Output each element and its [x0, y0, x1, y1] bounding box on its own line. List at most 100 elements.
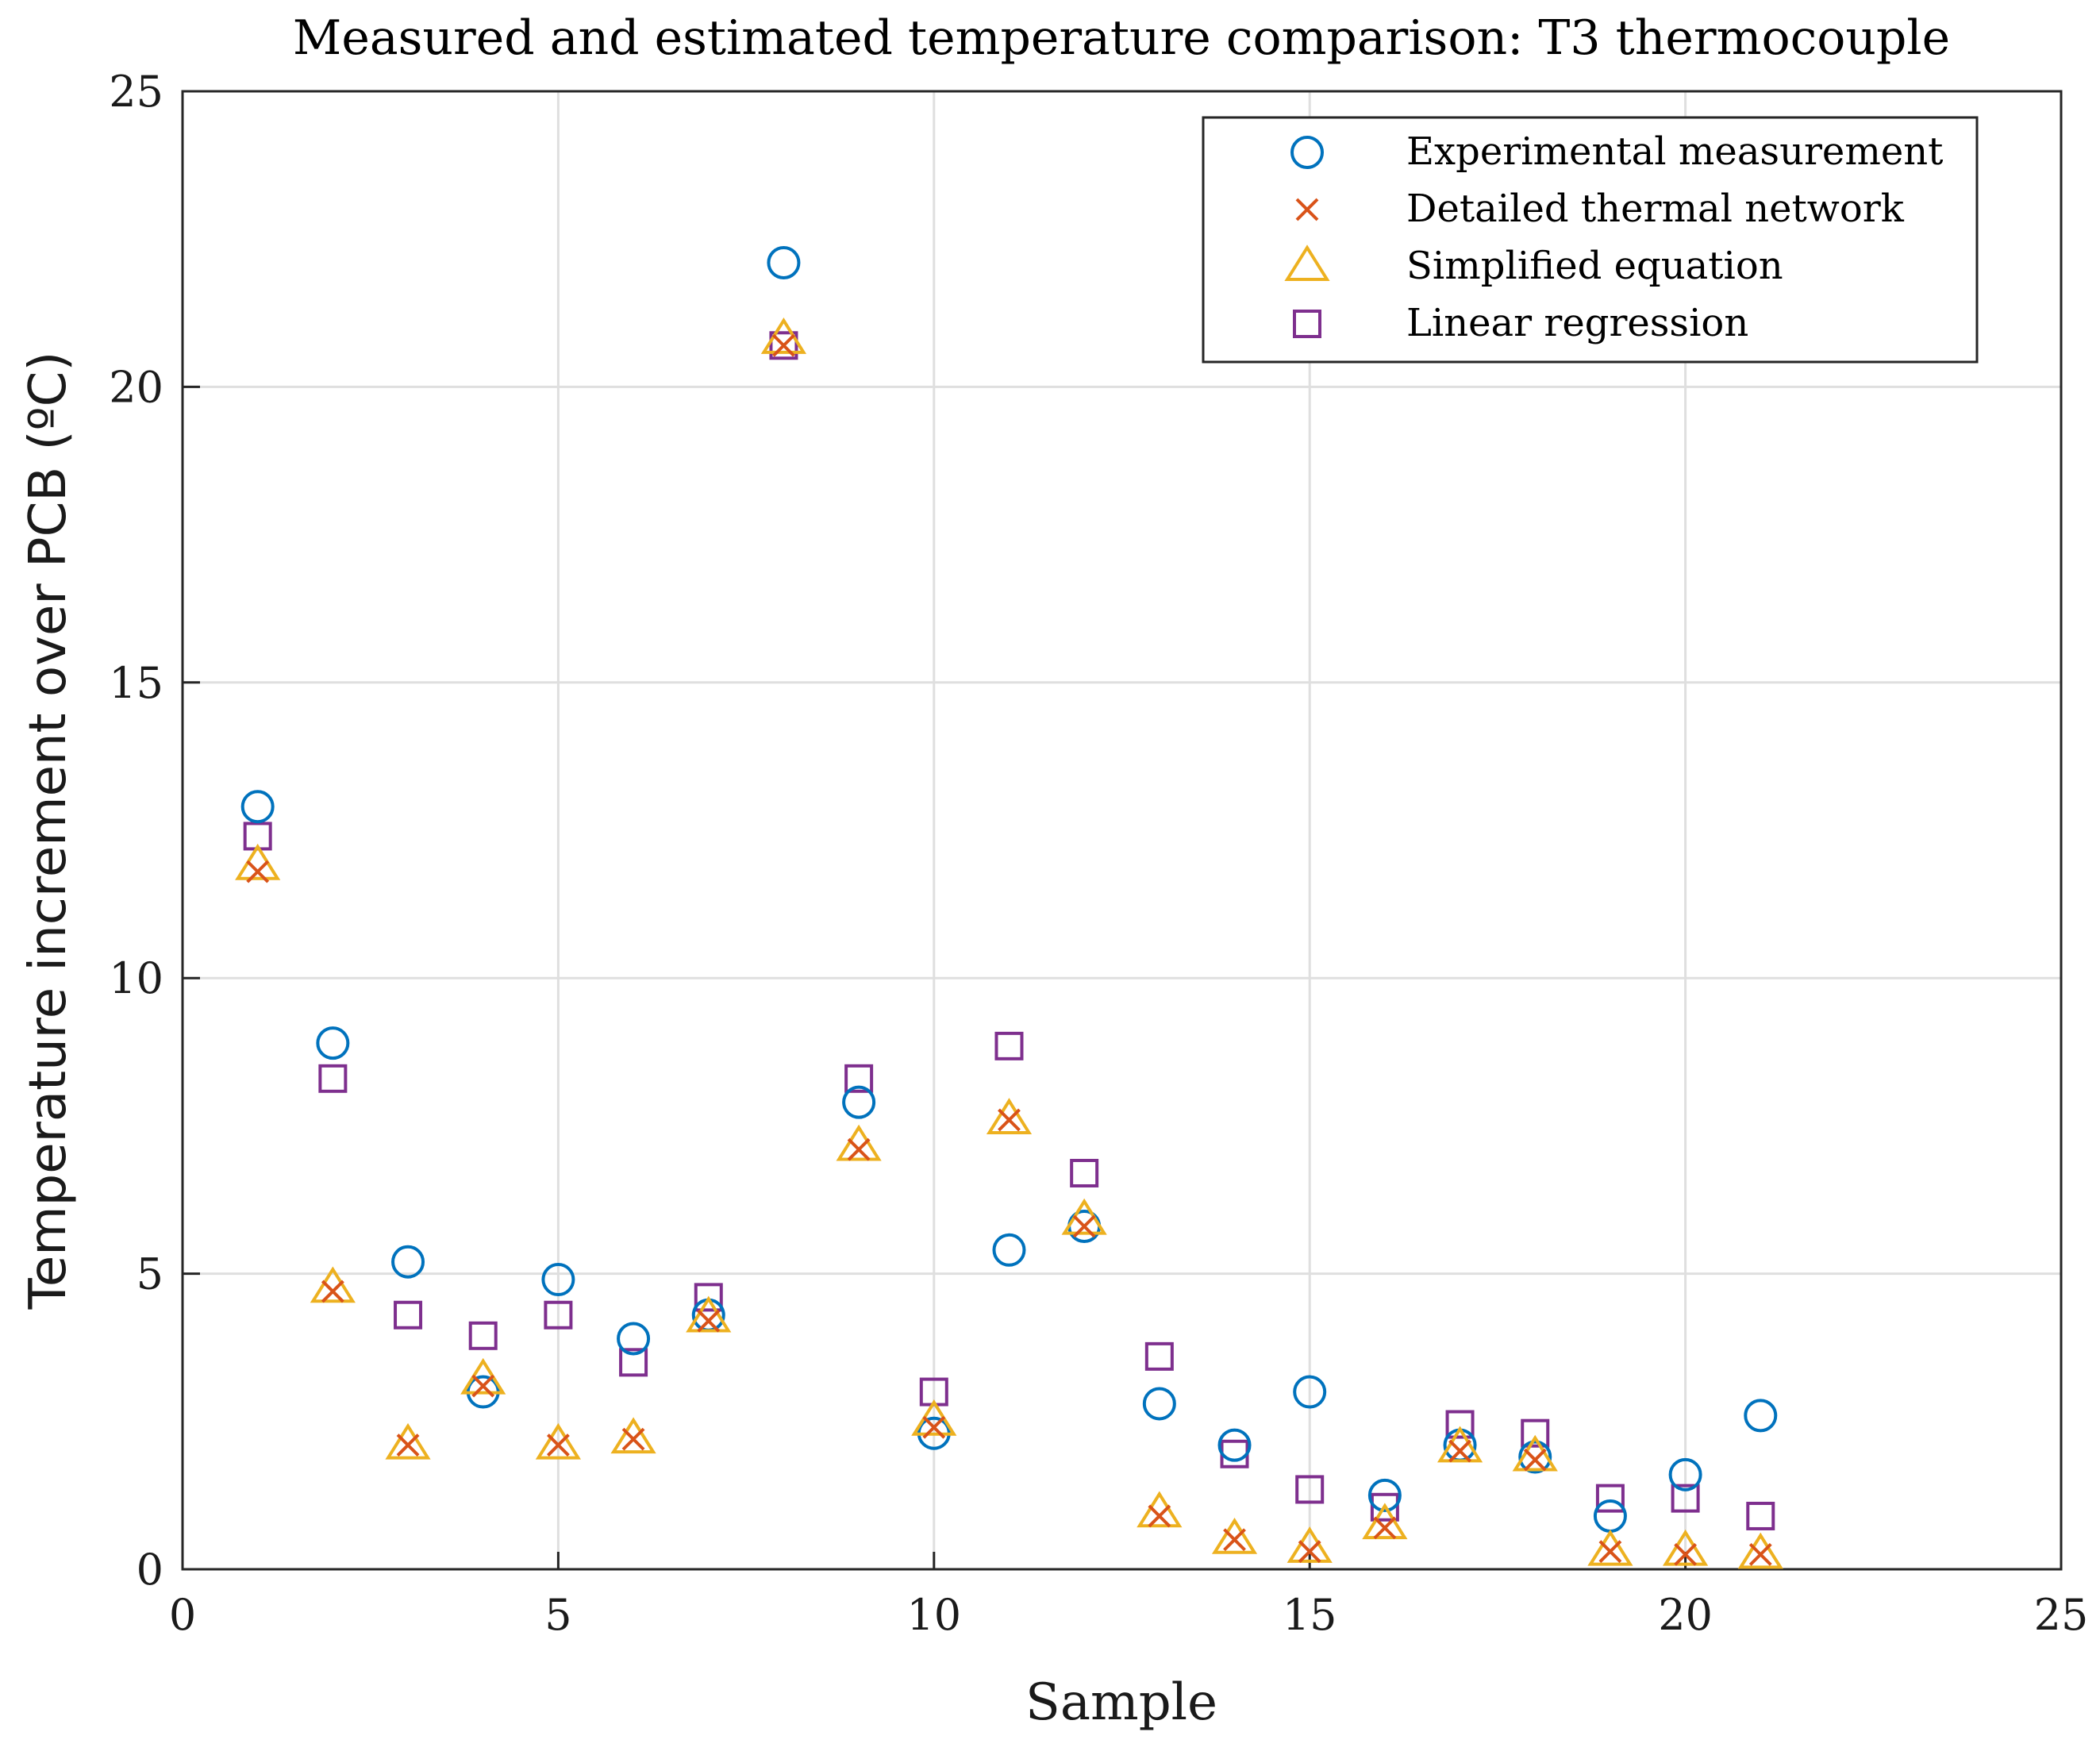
experimental-measurement-point — [992, 1233, 1026, 1267]
linear-regression-point — [1746, 1501, 1775, 1530]
plot-area — [181, 90, 2063, 1571]
detailed-thermal-network-point — [1223, 1528, 1246, 1552]
simplified-equation-point — [1287, 1526, 1333, 1563]
experimental-measurement-point — [767, 245, 801, 279]
simplified-equation-point — [1737, 1532, 1783, 1569]
legend-label-detailed: Detailed thermal network — [1406, 187, 1905, 231]
simplified-equation-point — [1137, 1491, 1183, 1528]
experimental-measurement-point — [1293, 1375, 1327, 1409]
simplified-equation-point — [686, 1295, 732, 1333]
detailed-thermal-network-point — [621, 1427, 645, 1451]
legend-label-experimental: Experimental measurement — [1406, 129, 1943, 174]
simplified-equation-point — [535, 1422, 582, 1460]
detailed-thermal-network-point — [546, 1434, 570, 1457]
y-tick-label: 15 — [109, 658, 163, 708]
legend-marker-experimental-measurement — [1290, 136, 1324, 169]
legend-marker-simplified-equation — [1284, 244, 1330, 281]
linear-regression-point — [1671, 1484, 1700, 1513]
linear-regression-point — [1521, 1418, 1550, 1448]
linear-regression-point — [1070, 1158, 1099, 1187]
legend: Experimental measurement Detailed therma… — [1202, 116, 1979, 364]
legend-marker-linear-regression — [1293, 310, 1321, 338]
chart-title: Measured and estimated temperature compa… — [293, 10, 1950, 66]
detailed-thermal-network-point — [998, 1108, 1021, 1132]
detailed-thermal-network-point — [1748, 1542, 1772, 1566]
simplified-equation-point — [1512, 1434, 1558, 1472]
legend-label-linear: Linear regression — [1406, 301, 1748, 345]
linear-regression-point — [694, 1283, 723, 1312]
legend-box — [1202, 116, 1979, 364]
detailed-thermal-network-point — [772, 333, 795, 357]
simplified-equation-point — [1437, 1426, 1483, 1463]
x-tick-label: 0 — [169, 1590, 196, 1640]
y-tick-label: 10 — [109, 953, 163, 1003]
detailed-thermal-network-point — [1598, 1540, 1622, 1564]
linear-regression-point — [1595, 1484, 1625, 1513]
detailed-thermal-network-point — [1148, 1504, 1171, 1528]
linear-regression-point — [1220, 1439, 1249, 1468]
linear-regression-point — [619, 1348, 648, 1377]
experimental-measurement-point — [1668, 1457, 1702, 1491]
simplified-equation-point — [310, 1266, 356, 1303]
detailed-thermal-network-point — [321, 1280, 344, 1303]
y-tick-label: 0 — [137, 1545, 163, 1595]
detailed-thermal-network-point — [396, 1434, 420, 1457]
simplified-equation-point — [1211, 1517, 1258, 1554]
detailed-thermal-network-point — [847, 1137, 871, 1161]
y-axis-label: Temperature increment over PCB (ºC) — [19, 352, 78, 1310]
linear-regression-point — [1370, 1492, 1399, 1522]
data-markers — [235, 245, 1783, 1569]
experimental-measurement-point — [541, 1263, 575, 1297]
experimental-measurement-point — [316, 1026, 350, 1060]
linear-regression-point — [318, 1064, 348, 1093]
y-tick-label: 25 — [109, 67, 163, 117]
x-axis-label: Sample — [1025, 1673, 1217, 1732]
linear-regression-point — [544, 1300, 573, 1330]
experimental-measurement-point — [1142, 1387, 1176, 1421]
x-tick-label: 20 — [1658, 1590, 1713, 1640]
linear-regression-point — [1445, 1410, 1475, 1439]
experimental-measurement-point — [842, 1085, 876, 1119]
linear-regression-point — [844, 1064, 874, 1093]
experimental-measurement-point — [1593, 1499, 1627, 1533]
x-tick-labels: 0 5 10 15 20 25 — [169, 1590, 2089, 1640]
experimental-measurement-point — [617, 1322, 651, 1356]
detailed-thermal-network-point — [1373, 1516, 1397, 1540]
x-tick-label: 15 — [1283, 1590, 1337, 1640]
experimental-measurement-point — [1518, 1440, 1552, 1474]
linear-regression-point — [994, 1031, 1024, 1060]
simplified-equation-point — [1362, 1503, 1408, 1540]
linear-regression-point — [769, 331, 798, 360]
linear-regression-point — [468, 1321, 498, 1350]
detailed-thermal-network-point — [1674, 1542, 1698, 1566]
x-tick-label: 5 — [544, 1590, 571, 1640]
detailed-thermal-network-point — [471, 1374, 495, 1398]
simplified-equation-point — [1662, 1529, 1709, 1566]
simplified-equation-point — [836, 1124, 882, 1161]
legend-marker-detailed-thermal-network — [1295, 198, 1319, 221]
detailed-thermal-network-point — [922, 1415, 946, 1439]
linear-regression-point — [1295, 1475, 1325, 1504]
simplified-equation-point — [1587, 1529, 1633, 1566]
detailed-thermal-network-point — [1448, 1439, 1471, 1463]
linear-regression-point — [394, 1300, 423, 1330]
experimental-measurement-point — [240, 790, 275, 824]
experimental-measurement-point — [1744, 1399, 1778, 1433]
y-tick-label: 5 — [137, 1249, 163, 1299]
y-tick-labels: 0 5 10 15 20 25 — [109, 67, 163, 1595]
experimental-measurement-point — [1217, 1428, 1252, 1462]
simplified-equation-point — [986, 1098, 1033, 1134]
y-tick-label: 20 — [109, 362, 163, 412]
legend-markers — [1284, 136, 1330, 338]
x-tick-label: 10 — [906, 1590, 961, 1640]
linear-regression-point — [1144, 1341, 1174, 1371]
simplified-equation-point — [610, 1417, 656, 1454]
legend-label-simplified: Simplified equation — [1406, 244, 1783, 288]
experimental-measurement-point — [1367, 1478, 1402, 1512]
detailed-thermal-network-point — [1298, 1540, 1321, 1564]
x-tick-label: 25 — [2034, 1590, 2089, 1640]
detailed-thermal-network-point — [246, 860, 270, 883]
detailed-thermal-network-point — [697, 1309, 721, 1333]
detailed-thermal-network-point — [1523, 1448, 1547, 1472]
